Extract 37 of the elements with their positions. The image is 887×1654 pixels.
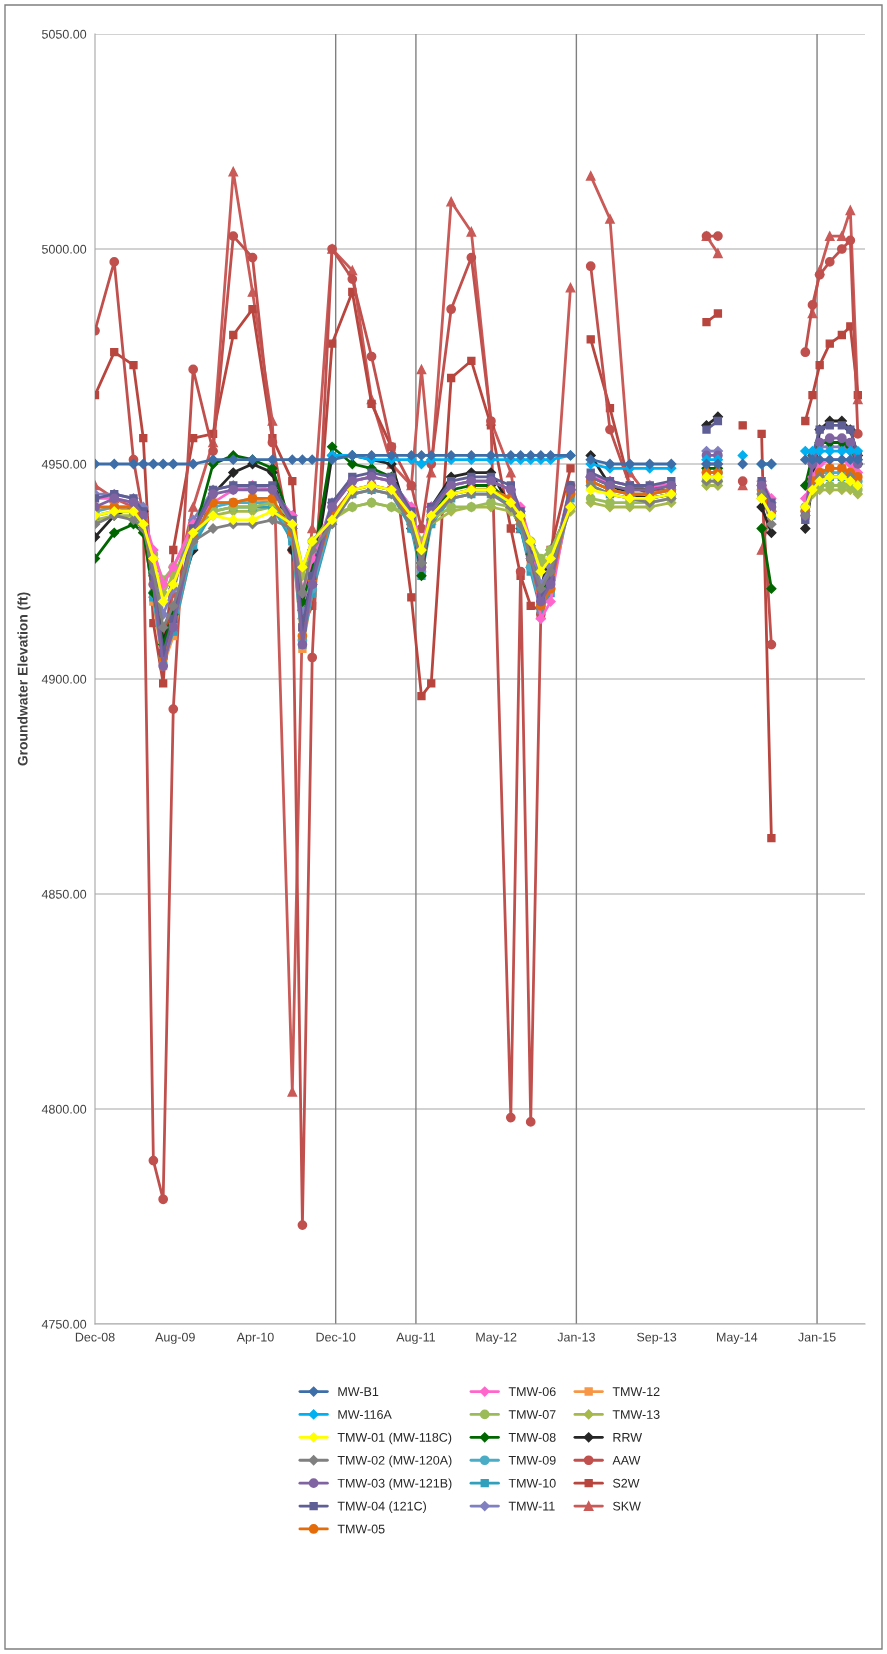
x-tick-label: Aug-09: [155, 1332, 195, 1344]
legend-label: SKW: [612, 1501, 641, 1511]
y-tick-label: 4950.00: [41, 459, 87, 469]
legend-label: AAW: [612, 1456, 641, 1465]
y-tick-label: 4800.00: [41, 1104, 87, 1114]
legend-label: TMW-09: [508, 1455, 556, 1465]
legend-label: S2W: [612, 1478, 640, 1488]
legend-label: MW-116A: [338, 1410, 392, 1419]
legend-label: TMW-03 (MW-121B): [337, 1478, 452, 1491]
legend-label: TMW-11: [508, 1501, 555, 1511]
legend-label: TMW-07: [508, 1410, 556, 1419]
legend-label: MW-B1: [338, 1387, 379, 1396]
y-tick-label: 4850.00: [41, 889, 87, 899]
legend-label: TMW-01 (MW-118C): [337, 1432, 452, 1445]
x-tick-label: Apr-10: [236, 1332, 274, 1344]
x-tick-label: May-12: [476, 1332, 517, 1344]
x-tick-label: Sep-13: [637, 1332, 677, 1344]
legend-label: TMW-13: [612, 1410, 660, 1419]
x-tick-label: Aug-11: [396, 1332, 435, 1344]
legend-label: TMW-05: [337, 1524, 385, 1534]
legend-label: RRW: [613, 1433, 643, 1442]
legend-label: TMW-04 (121C): [337, 1501, 426, 1514]
legend-label: TMW-10: [508, 1478, 556, 1488]
x-tick-label: Dec-10: [316, 1332, 356, 1342]
x-tick-label: May-14: [717, 1332, 758, 1344]
x-tick-label: Jan-13: [557, 1332, 595, 1342]
y-tick-label: 5050.00: [41, 29, 87, 39]
legend-label: TMW-06: [508, 1387, 556, 1397]
y-axis-title: Groundwater Elevation (ft): [17, 592, 31, 766]
legend-label: TMW-08: [508, 1432, 556, 1442]
y-tick-label: 4750.00: [41, 1319, 87, 1329]
legend-label: TMW-02 (MW-120A): [337, 1455, 452, 1468]
y-tick-label: 5000.00: [41, 244, 87, 254]
x-tick-label: Dec-08: [75, 1332, 115, 1342]
y-tick-label: 4900.00: [41, 674, 87, 684]
legend-label: TMW-12: [612, 1387, 660, 1396]
x-tick-label: Jan-15: [798, 1332, 836, 1342]
